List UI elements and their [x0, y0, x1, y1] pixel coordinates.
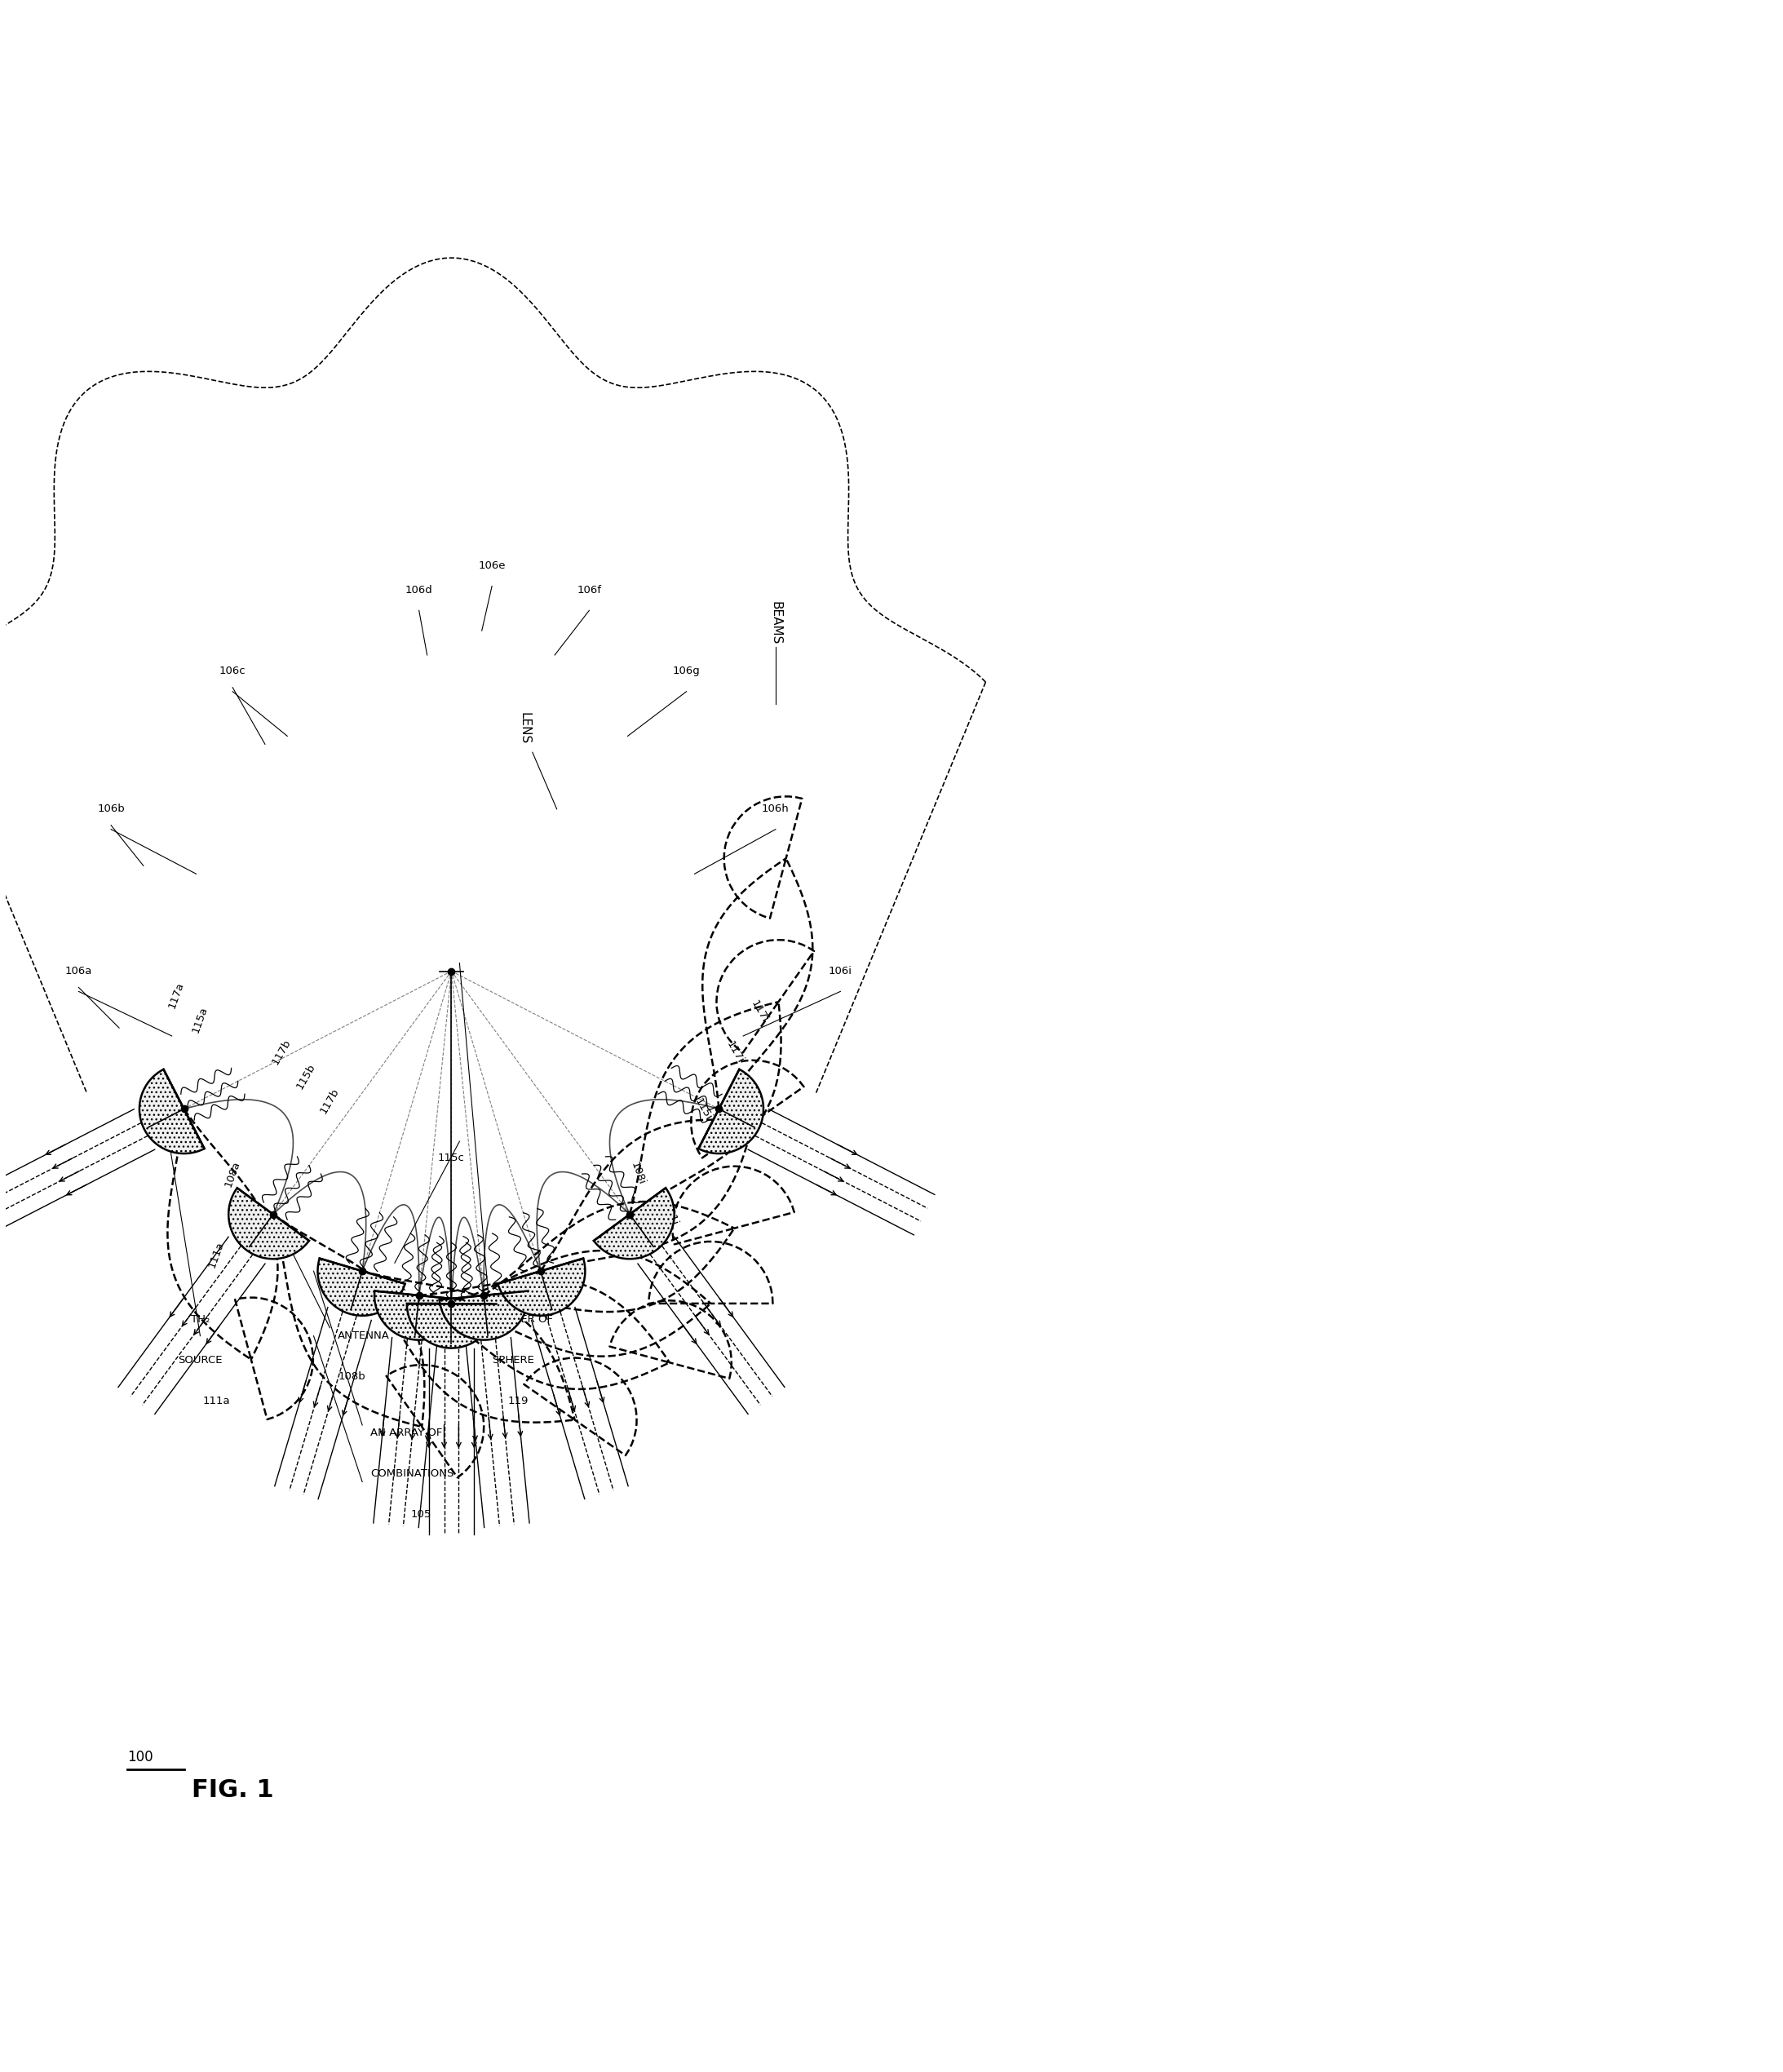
Text: 117b: 117b — [269, 1038, 292, 1067]
Text: 117i: 117i — [749, 999, 770, 1026]
Text: CENTER OF: CENTER OF — [492, 1314, 553, 1324]
Text: 115a: 115a — [191, 1005, 210, 1034]
Text: 100: 100 — [127, 1751, 153, 1765]
Text: 108i: 108i — [629, 1160, 647, 1187]
Text: 106b: 106b — [98, 804, 125, 814]
Text: 106e: 106e — [478, 562, 506, 572]
Text: 106a: 106a — [64, 966, 93, 976]
Polygon shape — [407, 1303, 496, 1349]
Text: 115i: 115i — [692, 1096, 713, 1121]
Text: LENS: LENS — [519, 713, 531, 744]
Text: AN ARRAY OF: AN ARRAY OF — [371, 1428, 442, 1438]
Text: 117i: 117i — [724, 1040, 745, 1065]
Text: 106h: 106h — [761, 804, 790, 814]
Text: TH₂: TH₂ — [191, 1314, 210, 1324]
Text: SPHERE: SPHERE — [492, 1355, 535, 1365]
Text: 106d: 106d — [405, 584, 433, 595]
Polygon shape — [439, 1291, 528, 1341]
Text: BEAMS: BEAMS — [770, 601, 781, 644]
Text: 117a: 117a — [166, 980, 185, 1011]
Text: 111a: 111a — [203, 1394, 230, 1407]
Text: 111a: 111a — [207, 1241, 226, 1270]
Polygon shape — [374, 1291, 464, 1341]
Polygon shape — [594, 1187, 674, 1260]
Text: ANTENNA: ANTENNA — [339, 1330, 390, 1341]
Polygon shape — [699, 1069, 763, 1154]
Polygon shape — [317, 1258, 405, 1316]
Text: 106i: 106i — [829, 966, 852, 976]
Text: 108b: 108b — [339, 1372, 366, 1382]
Text: 117b: 117b — [319, 1086, 341, 1115]
Polygon shape — [497, 1258, 585, 1316]
Text: 111i: 111i — [661, 1202, 679, 1227]
Text: FIG. 1: FIG. 1 — [193, 1778, 275, 1803]
Text: 111b: 111b — [235, 1200, 255, 1229]
Text: 106g: 106g — [672, 665, 701, 678]
Text: 115c: 115c — [439, 1152, 465, 1162]
Polygon shape — [228, 1187, 308, 1260]
Text: 119: 119 — [508, 1394, 530, 1407]
Text: 106c: 106c — [219, 665, 246, 678]
Text: COMBINATIONS: COMBINATIONS — [371, 1469, 455, 1479]
Text: 108a: 108a — [223, 1158, 242, 1189]
Polygon shape — [139, 1069, 205, 1154]
Text: 115b: 115b — [294, 1061, 317, 1092]
Text: 105: 105 — [410, 1508, 431, 1519]
Text: SOURCE: SOURCE — [178, 1355, 223, 1365]
Text: 106f: 106f — [578, 584, 601, 595]
